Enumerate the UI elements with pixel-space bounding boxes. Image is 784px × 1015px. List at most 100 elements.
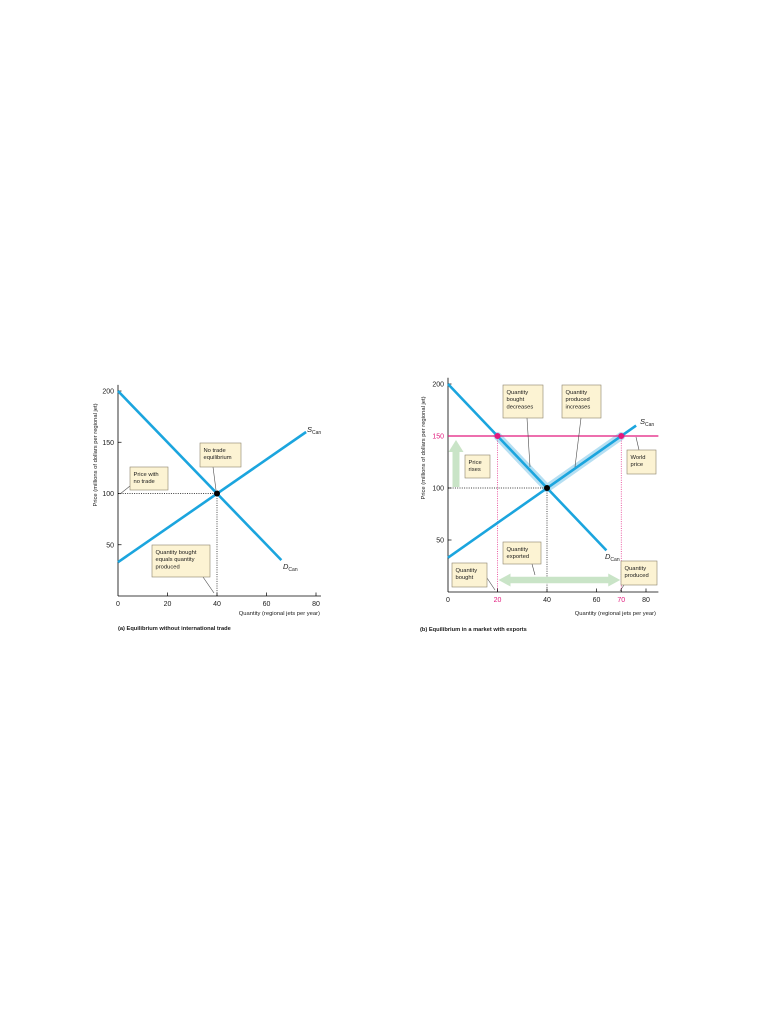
supply-label: SCan	[640, 417, 654, 428]
demand-curve	[117, 390, 283, 562]
annotation-leader	[574, 417, 582, 468]
supply-label: SCan	[307, 425, 321, 436]
x-tick-label: 60	[263, 601, 271, 608]
demand-curve	[447, 383, 608, 552]
annotation-text: No trade	[204, 448, 226, 454]
data-point	[544, 485, 550, 491]
annotation-background	[451, 562, 488, 588]
x-tick-label: 40	[213, 601, 221, 608]
y-tick-label: 100	[432, 486, 444, 493]
annotation-text: produced	[625, 573, 649, 579]
annotation-text: equals quantity	[156, 557, 195, 563]
annotation-leader	[526, 417, 531, 468]
annotation-background	[464, 454, 491, 479]
annotation-text: Quantity	[566, 390, 588, 396]
x-tick-label: 20	[494, 597, 502, 604]
annotation-background	[561, 384, 602, 419]
data-point	[214, 490, 220, 497]
x-axis-title: Quantity (regional jets per year)	[239, 611, 320, 617]
annotation-leader	[619, 584, 625, 592]
y-tick-label: 100	[102, 491, 114, 498]
annotation-leader	[635, 436, 640, 451]
annotation-text: bought	[507, 397, 525, 403]
y-tick-label: 150	[432, 434, 444, 441]
annotation-text: produced	[156, 564, 180, 570]
annotation-text: Price with	[134, 472, 159, 478]
y-tick-label: 150	[102, 440, 114, 447]
data-point	[494, 433, 501, 439]
x-tick-label: 60	[593, 597, 601, 604]
series-label-main: S	[640, 417, 645, 426]
annotation-text: equilibrium	[204, 455, 232, 461]
annotation-background	[199, 442, 242, 468]
x-tick-label: 0	[116, 601, 120, 608]
annotation-background	[151, 544, 211, 578]
y-axis-title: Price (millions of dollars per regional …	[421, 396, 427, 499]
annotation-background	[129, 466, 169, 491]
y-axis-title: Price (millions of dollars per regional …	[93, 403, 99, 506]
chart-caption: (a) Equilibrium without international tr…	[118, 626, 231, 632]
annotation-leader	[119, 485, 131, 495]
annotation-text: produced	[566, 397, 590, 403]
x-axis-title: Quantity (regional jets per year)	[575, 611, 656, 617]
annotation-text: bought	[456, 575, 474, 581]
annotation-leader	[212, 466, 217, 491]
annotation-text: Quantity	[456, 568, 478, 574]
annotation-leader	[202, 576, 215, 594]
y-tick-label: 200	[432, 382, 444, 389]
series-label-sub: Can	[610, 557, 619, 563]
annotation-background	[626, 449, 657, 475]
data-point	[618, 433, 625, 439]
demand-label: DCan	[283, 562, 298, 573]
y-tick-label: 50	[106, 542, 114, 549]
series-label-sub: Can	[288, 567, 297, 573]
price-rise-arrow	[448, 440, 464, 487]
series-label-sub: Can	[312, 430, 321, 436]
x-tick-label: 80	[312, 601, 320, 608]
annotation-text: Quantity bought	[156, 550, 197, 556]
supply-curve	[117, 430, 307, 564]
supply-curve	[447, 424, 637, 559]
export-arrow	[498, 573, 621, 587]
x-tick-label: 80	[642, 597, 650, 604]
annotation-text: Quantity	[625, 566, 647, 572]
x-tick-label: 70	[617, 597, 625, 604]
annotation-background	[502, 541, 542, 565]
series-label-main: S	[307, 425, 312, 434]
annotation-leader	[486, 577, 496, 591]
annotation-text: rises	[469, 467, 481, 473]
annotation-text: no trade	[134, 479, 155, 485]
series-label-main: D	[605, 552, 611, 561]
series-label-sub: Can	[645, 422, 654, 428]
demand-label: DCan	[605, 552, 620, 563]
x-tick-label: 20	[164, 601, 172, 608]
annotation-text: exported	[507, 554, 530, 560]
annotation-text: World	[631, 455, 646, 461]
annotation-text: Price	[469, 460, 482, 466]
annotation-text: price	[631, 462, 644, 468]
annotation-text: Quantity	[507, 547, 529, 553]
y-tick-label: 50	[436, 538, 444, 545]
annotation-background	[502, 384, 544, 419]
annotation-background	[620, 560, 658, 586]
y-tick-label: 200	[102, 389, 114, 396]
annotation-text: decreases	[507, 404, 534, 410]
annotation-leader	[531, 563, 536, 576]
x-tick-label: 0	[446, 597, 450, 604]
series-label-main: D	[283, 562, 289, 571]
annotation-text: increases	[566, 404, 591, 410]
annotation-text: Quantity	[507, 390, 529, 396]
chart-caption: (b) Equilibrium in a market with exports	[420, 627, 527, 633]
